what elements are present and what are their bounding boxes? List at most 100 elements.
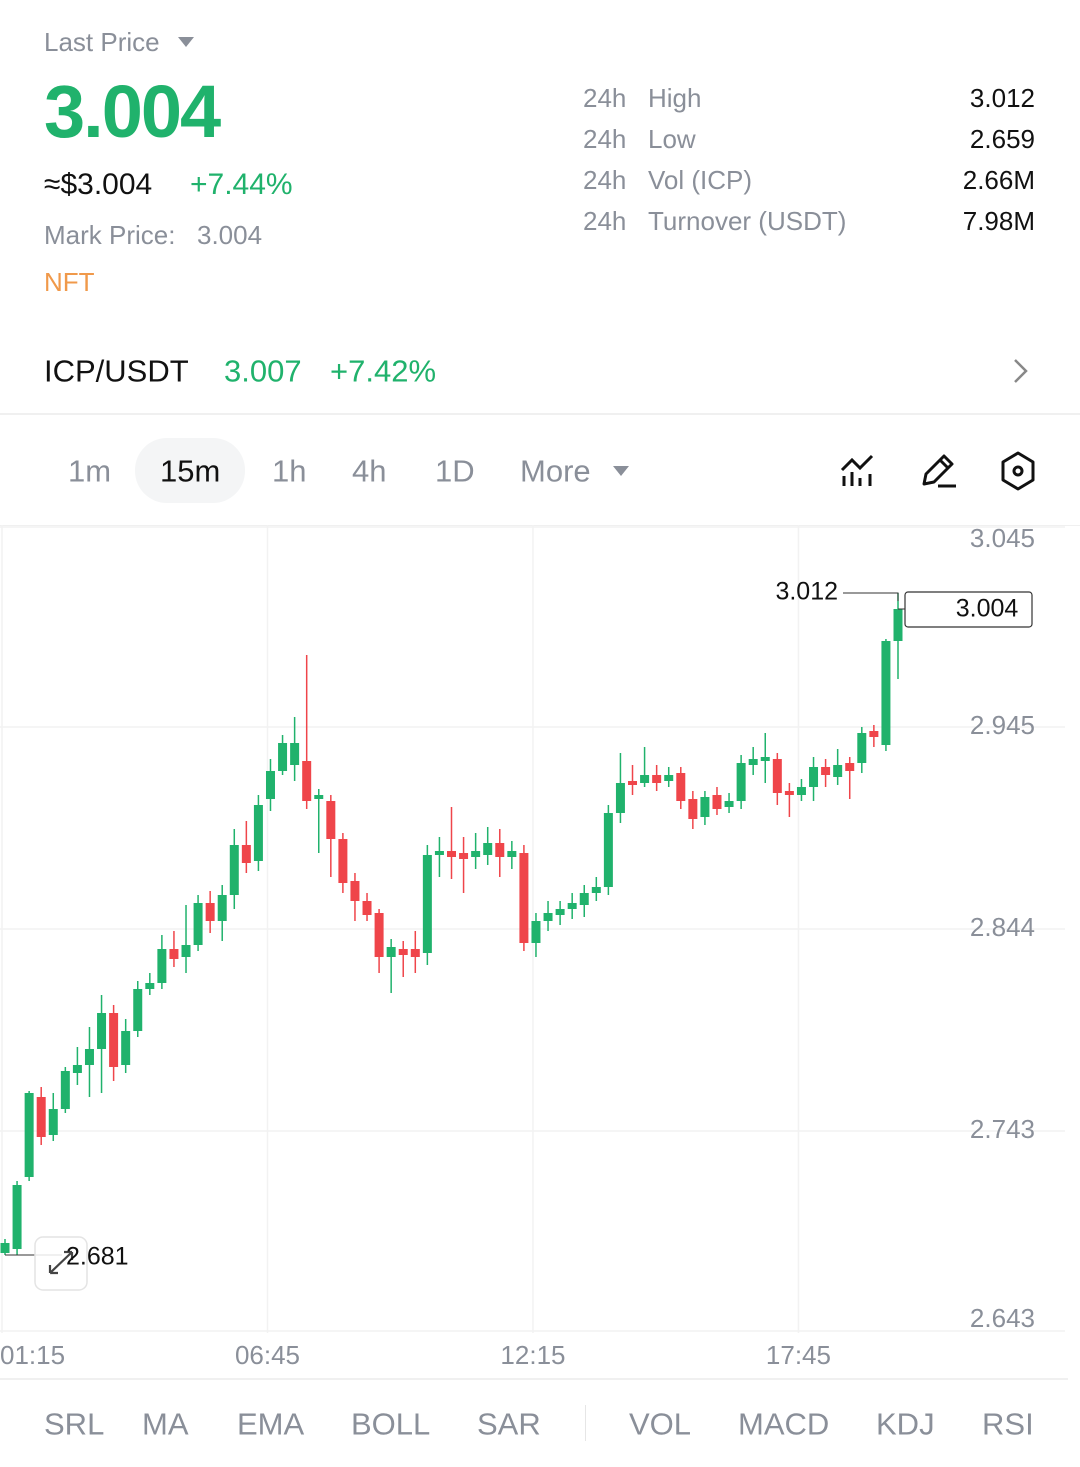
candle-body [60, 1071, 70, 1109]
candle-body [652, 775, 662, 783]
indicator[interactable]: VOL [629, 1406, 692, 1442]
candle-body [845, 763, 855, 771]
stat-value: 7.98M [962, 206, 1035, 236]
candle-body [217, 895, 227, 921]
interval[interactable]: 4h [352, 453, 387, 489]
last-price-label: 3.004 [956, 595, 1019, 623]
candle-body [36, 1097, 46, 1137]
candle-body [121, 1031, 131, 1065]
candle-body [447, 851, 456, 857]
indicator[interactable]: RSI [982, 1406, 1034, 1442]
candle-body [507, 851, 517, 857]
candle-body [615, 783, 625, 813]
expand-button[interactable] [34, 1236, 88, 1291]
candle-body [471, 851, 481, 857]
x-tick-label: 12:15 [500, 1340, 565, 1370]
indicator[interactable]: SRL [44, 1406, 105, 1442]
candle-body [640, 775, 650, 783]
candle-body [290, 743, 300, 765]
y-tick-label: 2.743 [970, 1114, 1035, 1144]
mark-price: 3.004 [197, 220, 263, 250]
tag[interactable]: NFT [44, 267, 95, 297]
draw-icon[interactable] [918, 450, 960, 490]
candle-body [181, 945, 191, 957]
stat-period: 24h [583, 83, 627, 113]
candle-body [483, 843, 493, 855]
stat-value: 3.012 [969, 83, 1035, 113]
indicator-icon[interactable] [838, 450, 878, 490]
y-tick-label: 2.844 [970, 912, 1035, 942]
candle-body [519, 853, 529, 943]
candle-body [12, 1185, 22, 1249]
candle-body [821, 767, 831, 775]
x-tick-label: 06:45 [235, 1340, 300, 1370]
candle-body [676, 773, 686, 801]
interval[interactable]: 15m [160, 453, 221, 489]
pair-change: +7.42% [330, 353, 437, 389]
stat-value: 2.66M [962, 165, 1035, 195]
candle-body [531, 921, 541, 943]
candle-body [133, 989, 143, 1031]
candle-body [784, 791, 794, 795]
indicator[interactable]: MACD [738, 1406, 830, 1442]
candle-body [350, 881, 360, 901]
candle-body [579, 893, 589, 905]
candle-body [434, 851, 444, 855]
y-tick-label: 2.643 [970, 1303, 1035, 1333]
candle-body [628, 781, 638, 785]
indicator[interactable]: MA [142, 1406, 189, 1442]
candle-body [169, 949, 179, 959]
stat-label: Low [648, 124, 696, 154]
candle-body [603, 813, 613, 887]
high-marker-line [843, 592, 899, 601]
candle-body [422, 855, 432, 953]
candle-body [48, 1109, 58, 1135]
stat-label: Vol (ICP) [648, 165, 753, 195]
candle-body [736, 763, 746, 801]
price-type[interactable]: Last Price [44, 27, 160, 57]
candle-body [253, 805, 263, 861]
indicator[interactable]: SAR [477, 1406, 541, 1442]
interval[interactable]: 1m [68, 453, 112, 489]
interval[interactable]: 1D [435, 453, 475, 489]
candle-body [265, 771, 275, 799]
dropdown-arrow [613, 466, 629, 476]
x-tick-label: 17:45 [766, 1340, 831, 1370]
dropdown-arrow [178, 37, 194, 47]
stat-label: Turnover (USDT) [648, 206, 847, 236]
high-marker-label: 3.012 [775, 578, 838, 606]
price-change: +7.44% [190, 168, 293, 201]
candle-body [772, 759, 782, 793]
indicator[interactable]: BOLL [351, 1406, 431, 1442]
candle-body [374, 913, 384, 957]
chevron[interactable] [1012, 358, 1030, 384]
candle-body [688, 799, 698, 819]
divider [0, 525, 1080, 526]
last-price-box [904, 591, 1033, 628]
candle-body [0, 1243, 10, 1253]
stat-period: 24h [583, 124, 627, 154]
settings-icon[interactable] [998, 450, 1038, 492]
pair-name[interactable]: ICP/USDT [44, 353, 189, 389]
interval[interactable]: 1h [272, 453, 307, 489]
candle-body [459, 853, 469, 859]
candle-body [157, 949, 167, 983]
candle-body [567, 903, 577, 909]
x-tick-label: 01:15 [0, 1340, 65, 1370]
candle-body [84, 1049, 94, 1065]
indicator[interactable]: EMA [237, 1406, 305, 1442]
candle-body [833, 765, 843, 777]
candle-body [314, 795, 324, 799]
candle-body [555, 909, 565, 915]
interval[interactable]: More [520, 453, 591, 489]
last-price: 3.004 [44, 70, 221, 153]
candle-body [386, 947, 396, 957]
candle-body [857, 733, 867, 763]
indicator[interactable]: KDJ [876, 1406, 935, 1442]
divider [585, 1405, 586, 1441]
stat-period: 24h [583, 206, 627, 236]
candle-body [700, 797, 710, 817]
candle-body [241, 845, 251, 863]
candle-body [809, 767, 819, 787]
candle-body [362, 901, 372, 915]
